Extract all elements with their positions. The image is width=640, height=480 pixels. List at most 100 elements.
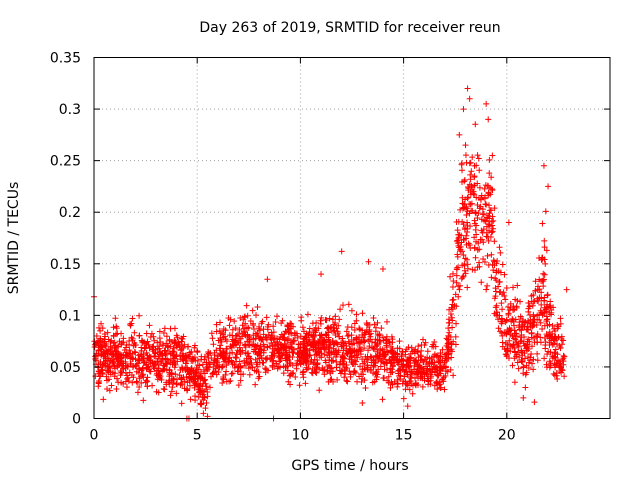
data-point [143,349,150,356]
data-point [399,348,406,355]
data-point [256,355,263,362]
data-point [554,375,561,382]
data-point [418,347,425,354]
data-point [446,329,453,336]
data-point [245,333,252,340]
data-point [179,381,186,388]
data-point [129,315,136,322]
data-point [368,366,375,373]
data-point [364,362,371,369]
data-point [510,342,517,349]
data-point [445,325,452,332]
data-point [204,393,211,400]
data-point [466,95,473,102]
data-point [479,206,486,213]
data-point [346,356,353,363]
data-point [546,302,553,309]
data-point [270,357,277,364]
data-point [513,353,520,360]
data-point [523,369,530,376]
data-point [220,375,227,382]
data-point [279,317,286,324]
data-point [353,352,360,359]
data-point [170,359,177,366]
data-point [213,321,220,328]
data-point [201,356,208,363]
data-point [242,320,249,327]
data-point [500,289,507,296]
data-point [253,331,260,338]
data-point [472,226,479,233]
data-point [369,379,376,386]
data-point [404,362,411,369]
data-point [330,345,337,352]
data-point [536,286,543,293]
data-point [308,356,315,363]
data-point [436,367,443,374]
data-point [288,330,295,337]
data-point [256,373,263,380]
data-point [552,353,559,360]
data-point [128,334,135,341]
data-point [542,306,549,313]
data-point [453,219,460,226]
data-point [537,319,544,326]
axis-ticks [93,57,610,419]
data-point [161,362,168,369]
data-point [531,399,538,406]
data-point [300,328,307,335]
data-point [115,379,122,386]
data-point [540,162,547,169]
data-point [478,227,485,234]
data-point [101,362,108,369]
data-point [170,376,177,383]
data-point [489,187,496,194]
data-point [546,332,553,339]
x-tick-label: 15 [395,428,413,444]
data-point [526,303,533,310]
data-point [227,377,234,384]
data-point [471,217,478,224]
data-point [357,363,364,370]
data-point [213,347,220,354]
data-point [339,339,346,346]
data-point [475,155,482,162]
data-point [103,347,110,354]
data-point [447,310,454,317]
data-point [292,374,299,381]
data-point [370,315,377,322]
data-point [136,383,143,390]
y-tick-label: 0.25 [50,154,81,170]
data-point [345,332,352,339]
data-point [486,170,493,177]
data-point [263,366,270,373]
data-point [161,386,168,393]
data-point [114,364,121,371]
data-point [418,373,425,380]
data-point [164,344,171,351]
data-point [333,340,340,347]
data-point [465,185,472,192]
data-point [280,350,287,357]
data-point [471,244,478,251]
data-point [304,348,311,355]
data-point [170,380,177,387]
data-point [165,343,172,350]
data-point [179,365,186,372]
data-point [388,368,395,375]
data-point [374,371,381,378]
data-point [237,314,244,321]
data-point [446,306,453,313]
data-point [245,324,252,331]
data-point [335,322,342,329]
data-point [529,343,536,350]
data-point [189,355,196,362]
data-point [274,345,281,352]
data-point [156,328,163,335]
data-point [190,356,197,363]
data-point [338,248,345,255]
data-point [389,336,396,343]
y-tick-label: 0.2 [59,205,81,221]
data-point [394,380,401,387]
data-point [492,288,499,295]
